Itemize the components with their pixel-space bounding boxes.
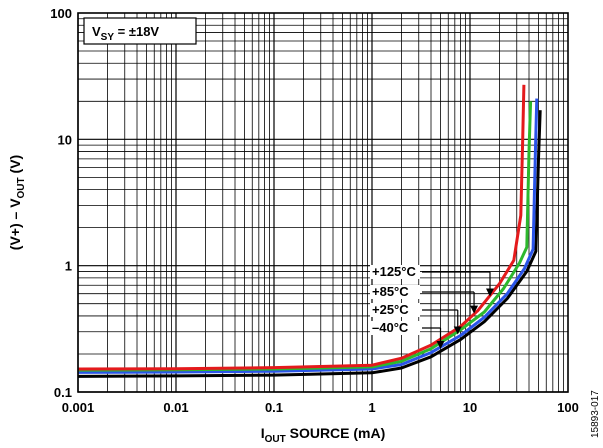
callout-label: +125°C [372,264,416,279]
figure-id: 15893-017 [590,390,601,438]
series-line [77,101,533,372]
temperature-callouts: +125°C +85°C +25°C –40°C [370,264,495,350]
callout-background [370,265,420,279]
callout-arrowhead [470,305,479,314]
x-tick-label: 0.1 [265,400,283,415]
y-tick-label: 0.1 [54,385,72,400]
x-tick-label: 100 [557,400,579,415]
plot-frame [77,12,569,393]
supply-voltage-box [83,17,197,45]
x-tick-label: 10 [463,400,477,415]
callout-background [370,303,420,317]
y-tick-label: 1 [65,259,72,274]
x-tick-label: 0.001 [62,400,95,415]
callout-arrowhead [453,326,462,335]
x-tick-labels: 0.001 0.01 0.1 1 10 100 [62,400,579,415]
callout-arrowhead [436,341,445,350]
callout-label: +85°C [372,284,409,299]
data-series [77,84,542,378]
series-line [77,98,539,374]
supply-voltage-label: VSY = ±18V [92,24,159,43]
x-axis-label: IOUT SOURCE (mA) [261,425,386,445]
callout-background [370,321,420,335]
minor-grid [78,13,568,392]
x-tick-label: 0.01 [163,400,188,415]
callout-arrowhead [486,288,495,297]
series-line [77,110,542,378]
y-tick-label: 100 [50,6,72,21]
major-grid [77,13,568,393]
callout-label: –40°C [372,320,409,335]
y-axis-label: (V+) – VOUT (V) [7,155,27,250]
x-tick-label: 1 [368,400,375,415]
y-tick-label: 10 [58,132,72,147]
callout-background [370,285,420,299]
y-tick-labels: 0.1 1 10 100 [50,6,72,400]
callout-label: +25°C [372,302,409,317]
series-line [77,84,526,371]
